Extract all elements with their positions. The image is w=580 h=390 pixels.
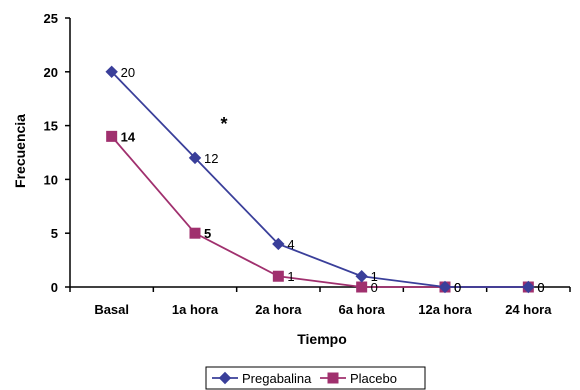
data-label-pregabalina: 12 [204, 151, 218, 166]
series-line-pregabalina [111, 71, 529, 288]
chart-series [105, 65, 535, 294]
x-tick-label: 6a hora [339, 302, 386, 317]
x-tick-label: 24 hora [505, 302, 552, 317]
data-point-pregabalina [522, 280, 535, 294]
data-label-placebo: 0 [537, 280, 544, 295]
data-label-placebo: 0 [371, 280, 378, 295]
data-label-placebo: 5 [204, 226, 211, 241]
y-tick-label: 5 [51, 226, 58, 241]
y-axis-title: Frecuencia [12, 114, 28, 188]
legend-box [205, 366, 426, 390]
data-point-pregabalina [355, 270, 368, 283]
x-tick-label: 2a hora [255, 302, 302, 317]
x-tick-label: Basal [94, 302, 129, 317]
y-tick-label: 25 [44, 11, 58, 26]
data-label-pregabalina: 4 [287, 237, 294, 252]
data-label-pregabalina: 0 [537, 280, 544, 295]
series-line-placebo [110, 135, 529, 288]
data-point-pregabalina [105, 65, 118, 79]
data-label-pregabalina: 20 [121, 65, 135, 80]
legend-marker-placebo [327, 372, 339, 384]
data-label-pregabalina: 0 [454, 280, 461, 295]
x-tick-label: 1a hora [172, 302, 219, 317]
significance-annotation: * [220, 114, 227, 134]
legend-label-pregabalina: Pregabalina [242, 371, 312, 386]
data-point-placebo [106, 130, 118, 142]
data-label-pregabalina: 1 [371, 269, 378, 284]
data-point-pregabalina [272, 237, 285, 251]
data-label-placebo: 14 [121, 129, 136, 144]
chart-legend: Pregabalina Placebo [205, 366, 426, 390]
legend-marker-pregabalina [218, 371, 232, 385]
y-tick-label: 15 [44, 119, 58, 134]
data-point-placebo [189, 227, 201, 239]
legend-label-placebo: Placebo [350, 371, 397, 386]
data-label-placebo: 0 [454, 280, 461, 295]
x-axis-title: Tiempo [297, 331, 347, 347]
y-tick-label: 0 [51, 280, 58, 295]
y-tick-label: 20 [44, 65, 58, 80]
data-point-placebo [356, 281, 368, 293]
data-point-placebo [272, 270, 284, 282]
data-label-placebo: 1 [287, 269, 294, 284]
data-point-pregabalina [188, 151, 202, 165]
x-tick-label: 12a hora [418, 302, 472, 317]
y-tick-label: 10 [44, 172, 58, 187]
data-point-pregabalina [438, 280, 452, 294]
